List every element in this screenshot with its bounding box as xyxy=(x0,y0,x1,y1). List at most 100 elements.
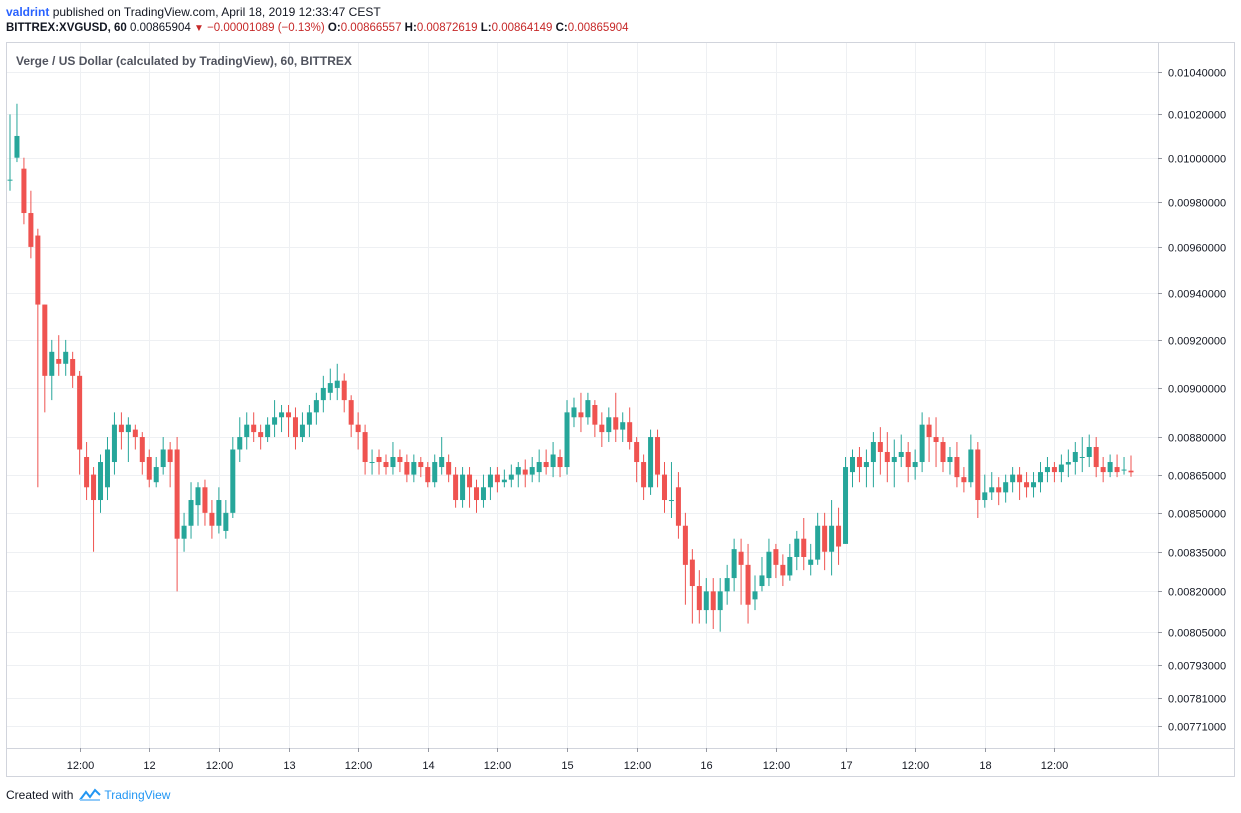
x-tick-label: 14 xyxy=(422,760,434,772)
candle xyxy=(348,395,354,438)
publish-info: valdrint published on TradingView.com, A… xyxy=(6,5,381,19)
y-tick-label: 0.00880000 xyxy=(1168,433,1226,445)
candle xyxy=(550,442,556,478)
candle-body xyxy=(1058,464,1064,473)
candle xyxy=(933,417,939,468)
candle-body xyxy=(724,578,730,592)
candle xyxy=(376,449,382,475)
candle-body xyxy=(111,424,117,463)
candle xyxy=(571,397,577,428)
candle-body xyxy=(244,424,250,438)
candle xyxy=(146,449,152,488)
candle xyxy=(216,487,222,534)
candle-body xyxy=(1128,470,1134,473)
x-tick-label: 12:00 xyxy=(763,760,791,772)
candle xyxy=(411,454,417,483)
candle-body xyxy=(334,380,340,388)
candle-body xyxy=(940,442,946,463)
candle-body xyxy=(84,457,90,488)
y-tick-label: 0.01040000 xyxy=(1168,68,1226,80)
candle-body xyxy=(1065,462,1071,465)
candle xyxy=(522,459,528,488)
candle xyxy=(28,190,34,259)
candle xyxy=(954,442,960,488)
candle-body xyxy=(1121,469,1127,471)
y-tick-label: 0.01020000 xyxy=(1168,110,1226,122)
candle xyxy=(731,538,737,592)
author-link[interactable]: valdrint xyxy=(6,5,50,19)
candle xyxy=(989,472,995,501)
candle-body xyxy=(70,358,76,376)
candle-body xyxy=(515,467,521,475)
candle xyxy=(320,375,326,413)
candle-body xyxy=(453,474,459,501)
candle-body xyxy=(578,412,584,418)
candle xyxy=(369,449,375,475)
candle-body xyxy=(815,525,821,560)
candle xyxy=(655,429,661,488)
candle-body xyxy=(571,407,577,418)
open-value: 0.00866557 xyxy=(340,22,402,34)
candle xyxy=(766,538,772,587)
candle-body xyxy=(362,432,368,463)
candle xyxy=(258,424,264,450)
candle xyxy=(98,454,104,513)
candle-body xyxy=(1037,472,1043,483)
y-tick-label: 0.00865000 xyxy=(1168,471,1226,483)
candle-body xyxy=(132,429,138,438)
candle-body xyxy=(265,424,271,438)
candle-body xyxy=(822,525,828,552)
candle-body xyxy=(446,462,452,475)
close-value: 0.00865904 xyxy=(567,22,629,34)
candle-body xyxy=(522,469,528,475)
candle xyxy=(801,517,807,571)
candle xyxy=(195,482,201,526)
candle-body xyxy=(404,462,410,475)
low-value: 0.00864149 xyxy=(491,22,553,34)
candle xyxy=(564,400,570,475)
candle xyxy=(822,512,828,571)
candle xyxy=(272,400,278,438)
candle-body xyxy=(432,462,438,483)
candle xyxy=(56,335,62,376)
candle xyxy=(996,477,1002,506)
x-tick-label: 12:00 xyxy=(624,760,652,772)
candle-body xyxy=(606,417,612,433)
candle-body xyxy=(425,467,431,483)
candle xyxy=(1100,457,1106,483)
candle-body xyxy=(675,487,681,526)
candle xyxy=(613,392,619,443)
candle xyxy=(752,575,758,611)
candle-body xyxy=(968,449,974,483)
candle-body xyxy=(1093,447,1099,468)
chart-frame xyxy=(6,42,1235,777)
candle-body xyxy=(313,400,319,413)
candle xyxy=(139,432,145,475)
candle xyxy=(856,447,862,483)
candle-body xyxy=(139,437,145,463)
y-tick-label: 0.00900000 xyxy=(1168,384,1226,396)
candle xyxy=(661,462,668,513)
x-tick-label: 12 xyxy=(143,760,155,772)
candle xyxy=(7,114,13,191)
tradingview-brand-link[interactable]: TradingView xyxy=(104,788,171,802)
candle-body xyxy=(21,168,27,214)
candle-body xyxy=(146,457,152,480)
x-tick-label: 12:00 xyxy=(67,760,95,772)
candle xyxy=(515,462,521,488)
candle xyxy=(870,432,876,488)
grid-lines xyxy=(7,43,1158,748)
candle-body xyxy=(1114,467,1120,473)
candle-body xyxy=(682,525,688,565)
candle xyxy=(863,449,869,488)
x-tick-label: 12:00 xyxy=(1041,760,1069,772)
candle xyxy=(703,578,709,624)
candle xyxy=(202,479,208,526)
candle-body xyxy=(982,492,988,501)
candle-body xyxy=(787,556,793,576)
candle-body xyxy=(341,380,347,401)
candle xyxy=(1079,437,1085,473)
candle xyxy=(70,351,76,388)
candle xyxy=(265,417,271,443)
